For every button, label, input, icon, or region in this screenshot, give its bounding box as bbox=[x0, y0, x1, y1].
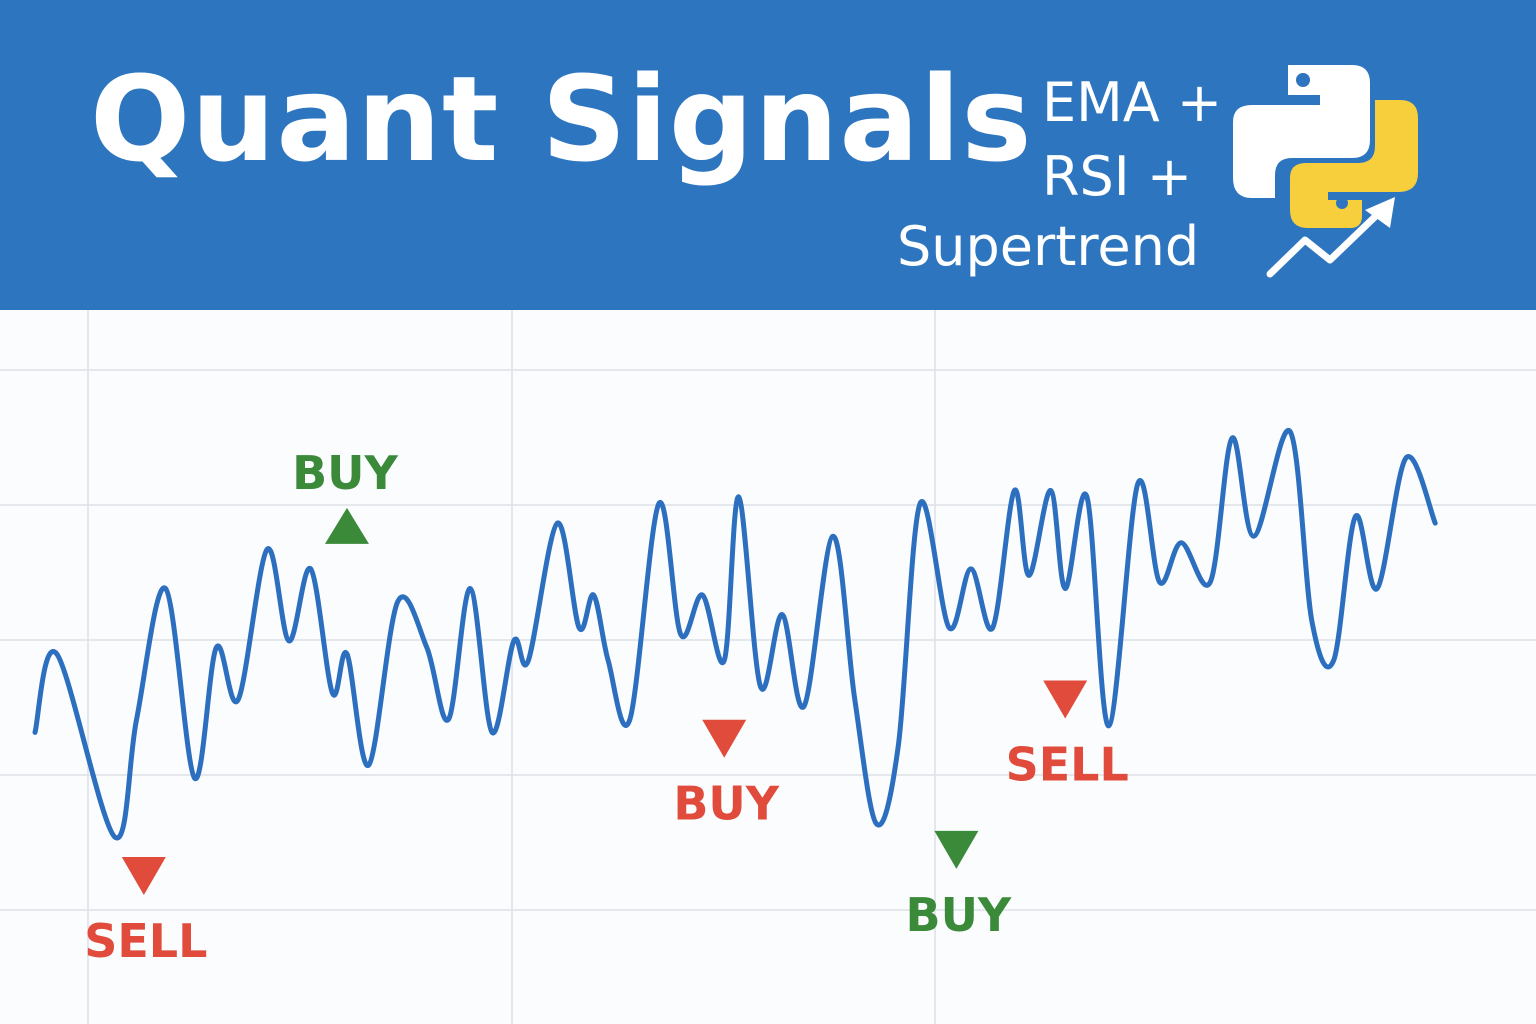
header-banner: Quant Signals EMA + RSI + Supertrend bbox=[0, 0, 1536, 310]
signal-label: BUY bbox=[673, 777, 779, 831]
signal-label: BUY bbox=[292, 446, 398, 500]
subtitle-supertrend: Supertrend bbox=[897, 220, 1199, 274]
python-logo-icon bbox=[1230, 60, 1430, 290]
signal-triangle bbox=[325, 508, 369, 544]
page-title: Quant Signals bbox=[90, 60, 1033, 178]
subtitle-ema: EMA + bbox=[1042, 76, 1222, 130]
signal-triangle bbox=[1043, 680, 1087, 718]
signal-chart: SELL BUY BUY BUY SELL bbox=[0, 310, 1536, 1024]
signal-triangle bbox=[702, 720, 746, 758]
signal-triangle bbox=[122, 857, 166, 895]
subtitle-rsi: RSI + bbox=[1042, 150, 1192, 204]
signal-label: BUY bbox=[906, 888, 1012, 942]
signal-label: SELL bbox=[84, 914, 207, 968]
signal-markers: SELL BUY BUY BUY SELL bbox=[84, 446, 1129, 968]
signal-triangle bbox=[934, 831, 978, 869]
signal-label: SELL bbox=[1006, 737, 1129, 791]
